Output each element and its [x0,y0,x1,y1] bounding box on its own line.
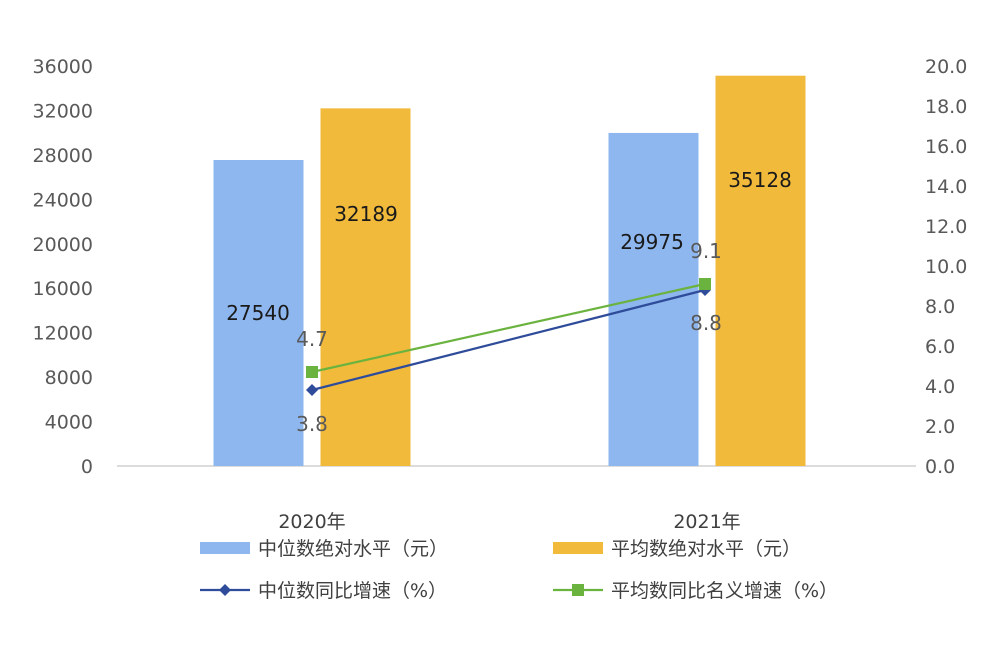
y-left-tick-label: 32000 [33,100,93,122]
bar-data-label: 35128 [728,168,792,192]
x-category-label: 2020年 [278,511,345,533]
y-right-tick-label: 16.0 [925,136,967,158]
legend-diamond-marker [219,584,231,596]
bar [715,75,806,466]
y-right-tick-label: 18.0 [925,96,967,118]
line-data-label: 4.7 [296,327,328,351]
diamond-marker [306,384,318,396]
line-data-label: 3.8 [296,412,328,436]
legend-square-marker [572,584,584,596]
data-labels: 27540 29975 32189 35128 3.8 8.8 4.7 9.1 [226,168,792,436]
y-left-tick-label: 16000 [33,278,93,300]
y-left-tick-label: 28000 [33,145,93,167]
y-right-tick-label: 0.0 [925,456,955,478]
legend-label: 中位数绝对水平（元） [258,538,448,560]
y-right-tick-label: 8.0 [925,296,955,318]
bar [213,160,304,466]
legend-label: 中位数同比增速（%） [258,580,447,602]
y-left-tick-label: 36000 [33,56,93,78]
legend-swatch [553,542,603,554]
square-marker [306,366,318,378]
legend: 中位数绝对水平（元） 平均数绝对水平（元） 中位数同比增速（%） 平均数同比名义增速（… [200,538,838,602]
y-right-tick-label: 12.0 [925,216,967,238]
bar [608,132,699,466]
axes: 0 4000 8000 12000 16000 20000 24000 28000 32000 3… [33,56,968,533]
y-left-tick-label: 12000 [33,323,93,345]
bars [213,75,806,466]
y-left-tick-label: 4000 [45,412,93,434]
y-right-tick-label: 20.0 [925,56,967,78]
bar-data-label: 27540 [226,301,290,325]
y-right-tick-label: 14.0 [925,176,967,198]
line-data-label: 8.8 [690,311,722,335]
legend-swatch [200,542,250,554]
series-line [311,282,706,374]
y-left-tick-label: 20000 [33,234,93,256]
y-right-tick-label: 10.0 [925,256,967,278]
y-left-tick-label: 0 [81,456,93,478]
y-right-tick-label: 6.0 [925,336,955,358]
y-left-tick-label: 8000 [45,367,93,389]
bar-data-label: 32189 [334,202,398,226]
bar-data-label: 29975 [620,230,684,254]
line-data-label: 9.1 [690,239,722,263]
legend-label: 平均数绝对水平（元） [611,538,801,560]
y-left-tick-label: 24000 [33,189,93,211]
y-right-tick-label: 2.0 [925,416,955,438]
lines [306,278,711,396]
y-right-tick-label: 4.0 [925,376,955,398]
x-category-label: 2021年 [673,511,740,533]
series-line [311,288,706,392]
bar [320,108,411,466]
legend-label: 平均数同比名义增速（%） [611,580,838,602]
square-marker [699,278,711,290]
